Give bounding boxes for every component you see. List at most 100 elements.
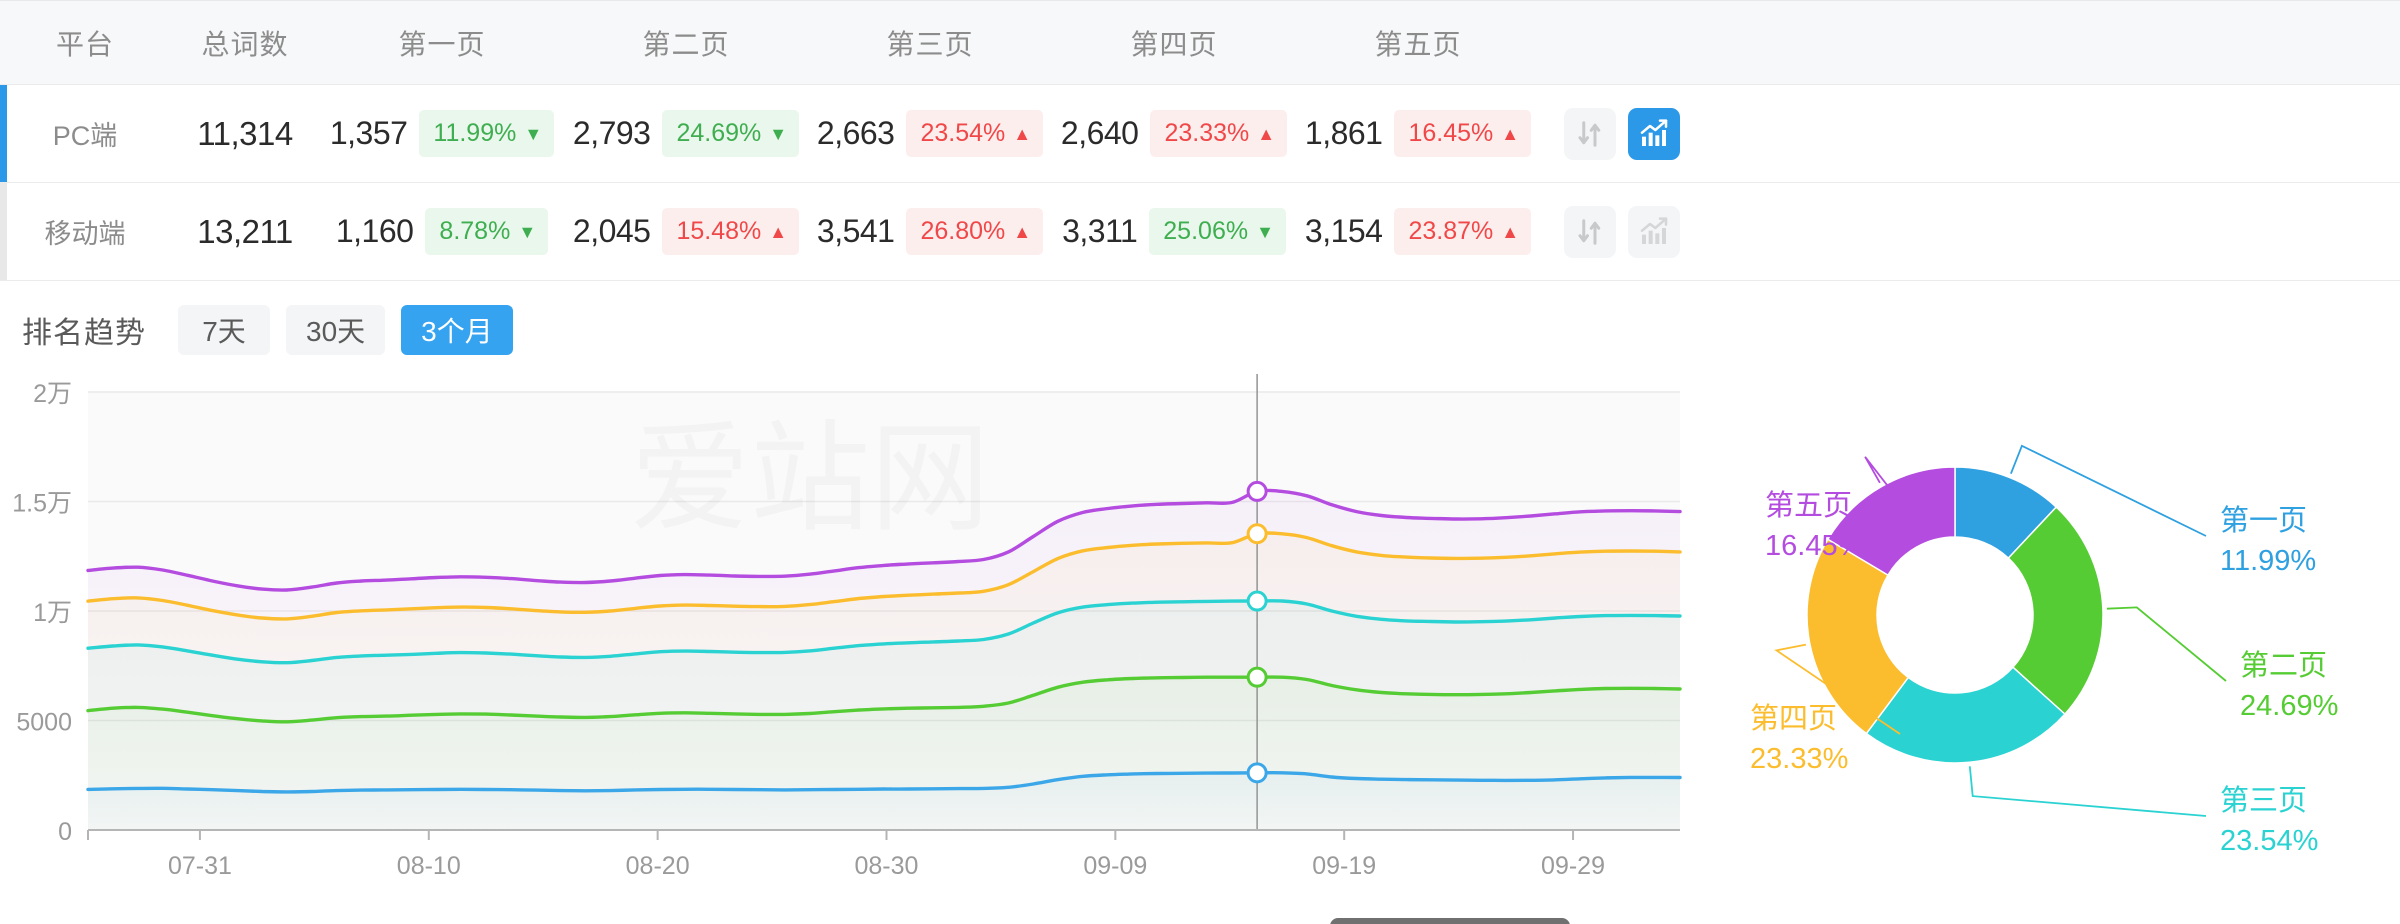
trend-chart-icon-button[interactable]	[1628, 107, 1680, 160]
y-axis-tick-label: 1万	[33, 599, 72, 627]
cell-platform: PC端	[52, 121, 118, 151]
change-value: 23.87%	[1408, 217, 1494, 245]
trend-chart-icon	[1640, 118, 1668, 146]
arrow-up-icon: ▲	[1257, 123, 1276, 144]
column-header-page-4: 第四页	[1130, 28, 1218, 60]
donut-leader-line-5	[1864, 456, 1916, 522]
donut-label-name-4: 第四页	[1750, 702, 1837, 735]
cell-page-5: 1,861 16.45% ▲	[1296, 110, 1540, 157]
donut-leader-line-1	[2010, 444, 2207, 537]
line-series-2	[86, 675, 1682, 724]
change-value: 8.78%	[439, 217, 511, 245]
cell-actions	[1540, 205, 1730, 258]
x-axis-tick-label: 08-10	[397, 852, 461, 880]
column-header-page-2: 第二页	[642, 28, 730, 60]
x-axis-tick-label: 09-09	[1083, 852, 1147, 880]
cell-page-4: 2,640 23.33% ▲	[1052, 110, 1296, 157]
arrow-up-icon: ▲	[769, 221, 788, 242]
sort-updown-icon-button[interactable]	[1564, 107, 1616, 160]
change-badge: 23.33% ▲	[1150, 110, 1288, 157]
hover-marker-series-1	[1246, 762, 1268, 784]
donut-slice-4[interactable]	[1806, 538, 1910, 735]
line-series-1	[86, 771, 1682, 794]
donut-slice-5[interactable]	[1826, 466, 1956, 577]
table-header-row: 平台 总词数 第一页 第二页 第三页 第四页 第五页	[0, 0, 2400, 85]
hover-marker-series-3	[1246, 590, 1268, 612]
sort-updown-icon-button[interactable]	[1564, 205, 1616, 258]
sort-updown-icon	[1578, 120, 1601, 147]
ranking-table: 平台 总词数 第一页 第二页 第三页 第四页 第五页 PC端 11,314 1,…	[0, 0, 2400, 281]
column-header-total: 总词数	[201, 28, 289, 60]
sort-updown-icon	[1578, 218, 1601, 245]
cell-total-keywords: 11,314	[197, 114, 293, 152]
watermark: 爱站网	[630, 412, 990, 546]
charts-area: 0 5000 1万 1.5万 2万 爱站网 07-31 08-10 08-20 08-30 09-0…	[0, 370, 2400, 924]
change-value: 26.80%	[920, 217, 1006, 245]
column-header-page-3: 第三页	[886, 28, 974, 60]
donut-label-value-1: 11.99%	[2220, 545, 2316, 577]
arrow-up-icon: ▲	[1501, 123, 1520, 144]
line-series-3	[86, 599, 1682, 665]
change-value: 23.33%	[1164, 119, 1250, 147]
change-value: 23.54%	[920, 119, 1006, 147]
donut-label-value-3: 23.54%	[2220, 825, 2318, 857]
range-button-30d[interactable]: 30天	[286, 305, 386, 355]
column-header-page-1: 第一页	[398, 28, 486, 60]
rank-trend-line-chart[interactable]: 0 5000 1万 1.5万 2万 爱站网 07-31 08-10 08-20 08-30 09-0…	[0, 370, 1720, 924]
arrow-down-icon: ▼	[524, 123, 543, 144]
change-badge: 15.48% ▲	[662, 208, 800, 255]
change-badge: 26.80% ▲	[906, 208, 1044, 255]
arrow-down-icon: ▼	[518, 221, 537, 242]
trend-section-title: 排名趋势	[22, 317, 146, 350]
column-header-page-5: 第五页	[1374, 28, 1462, 60]
page-distribution-donut-chart[interactable]: 第一页 11.99% 第二页 24.69% 第三页 23.54% 第四页 23.33% 第五页 1…	[1720, 370, 2400, 924]
change-value: 15.48%	[676, 217, 762, 245]
cell-total-keywords: 13,211	[197, 212, 293, 250]
range-button-7d[interactable]: 7天	[178, 305, 270, 355]
line-series-4	[86, 531, 1682, 621]
donut-leader-line-3	[1968, 766, 2207, 817]
donut-label-value-2: 24.69%	[2240, 690, 2338, 722]
arrow-down-icon: ▼	[1256, 221, 1274, 242]
y-axis-tick-label: 1.5万	[12, 490, 72, 518]
donut-label-name-3: 第三页	[2220, 784, 2307, 817]
column-header-platform: 平台	[55, 28, 114, 60]
cell-actions	[1540, 107, 1730, 160]
y-axis-tick-label: 0	[58, 818, 72, 846]
hover-marker-series-5	[1246, 480, 1268, 502]
x-axis-tick-label: 08-30	[855, 852, 919, 880]
trend-chart-icon	[1640, 216, 1668, 244]
row-accent-bar	[0, 85, 7, 182]
change-badge: 16.45% ▲	[1394, 110, 1532, 157]
hover-marker-series-4	[1246, 523, 1268, 545]
change-value: 25.06%	[1163, 217, 1249, 245]
x-axis-tick-label: 09-19	[1312, 852, 1376, 880]
donut-leader-line-2	[2106, 606, 2227, 682]
donut-slice-3[interactable]	[1865, 666, 2066, 764]
cell-platform: 移动端	[44, 219, 126, 249]
cell-page-3: 2,663 23.54% ▲	[808, 110, 1052, 157]
cell-page-1: 1,160 8.78% ▼	[320, 208, 564, 255]
donut-label-name-5: 第五页	[1765, 489, 1852, 522]
arrow-up-icon: ▲	[1013, 123, 1032, 144]
x-axis-tick-label: 09-29	[1541, 852, 1605, 880]
chart-tooltip: 09-26 前10名: 2,611 前20名: 6,978 前30名: 10,4…	[1330, 918, 1570, 924]
table-row[interactable]: 移动端 13,211 1,160 8.78% ▼ 2,045 15.48% ▲ …	[0, 183, 2400, 281]
cell-page-2: 2,793 24.69% ▼	[564, 110, 808, 157]
cell-page-2: 2,045 15.48% ▲	[564, 208, 808, 255]
cell-page-4: 3,311 25.06% ▼	[1052, 208, 1296, 255]
y-axis-tick-label: 2万	[33, 380, 72, 408]
range-button-3m[interactable]: 3个月	[401, 305, 513, 355]
change-badge: 8.78% ▼	[425, 208, 549, 255]
donut-chart-svg[interactable]: 第一页 11.99% 第二页 24.69% 第三页 23.54% 第四页 23.33% 第五页 1…	[1720, 370, 2400, 924]
donut-slice-2[interactable]	[2007, 505, 2104, 716]
line-series-5	[86, 488, 1682, 592]
arrow-up-icon: ▲	[1501, 221, 1520, 242]
cell-page-3: 3,541 26.80% ▲	[808, 208, 1052, 255]
x-axis-tick-label: 08-20	[626, 852, 690, 880]
trend-chart-icon-button[interactable]	[1628, 205, 1680, 258]
arrow-up-icon: ▲	[1013, 221, 1032, 242]
change-value: 11.99%	[433, 119, 517, 147]
table-row[interactable]: PC端 11,314 1,357 11.99% ▼ 2,793 24.69% ▼…	[0, 85, 2400, 183]
